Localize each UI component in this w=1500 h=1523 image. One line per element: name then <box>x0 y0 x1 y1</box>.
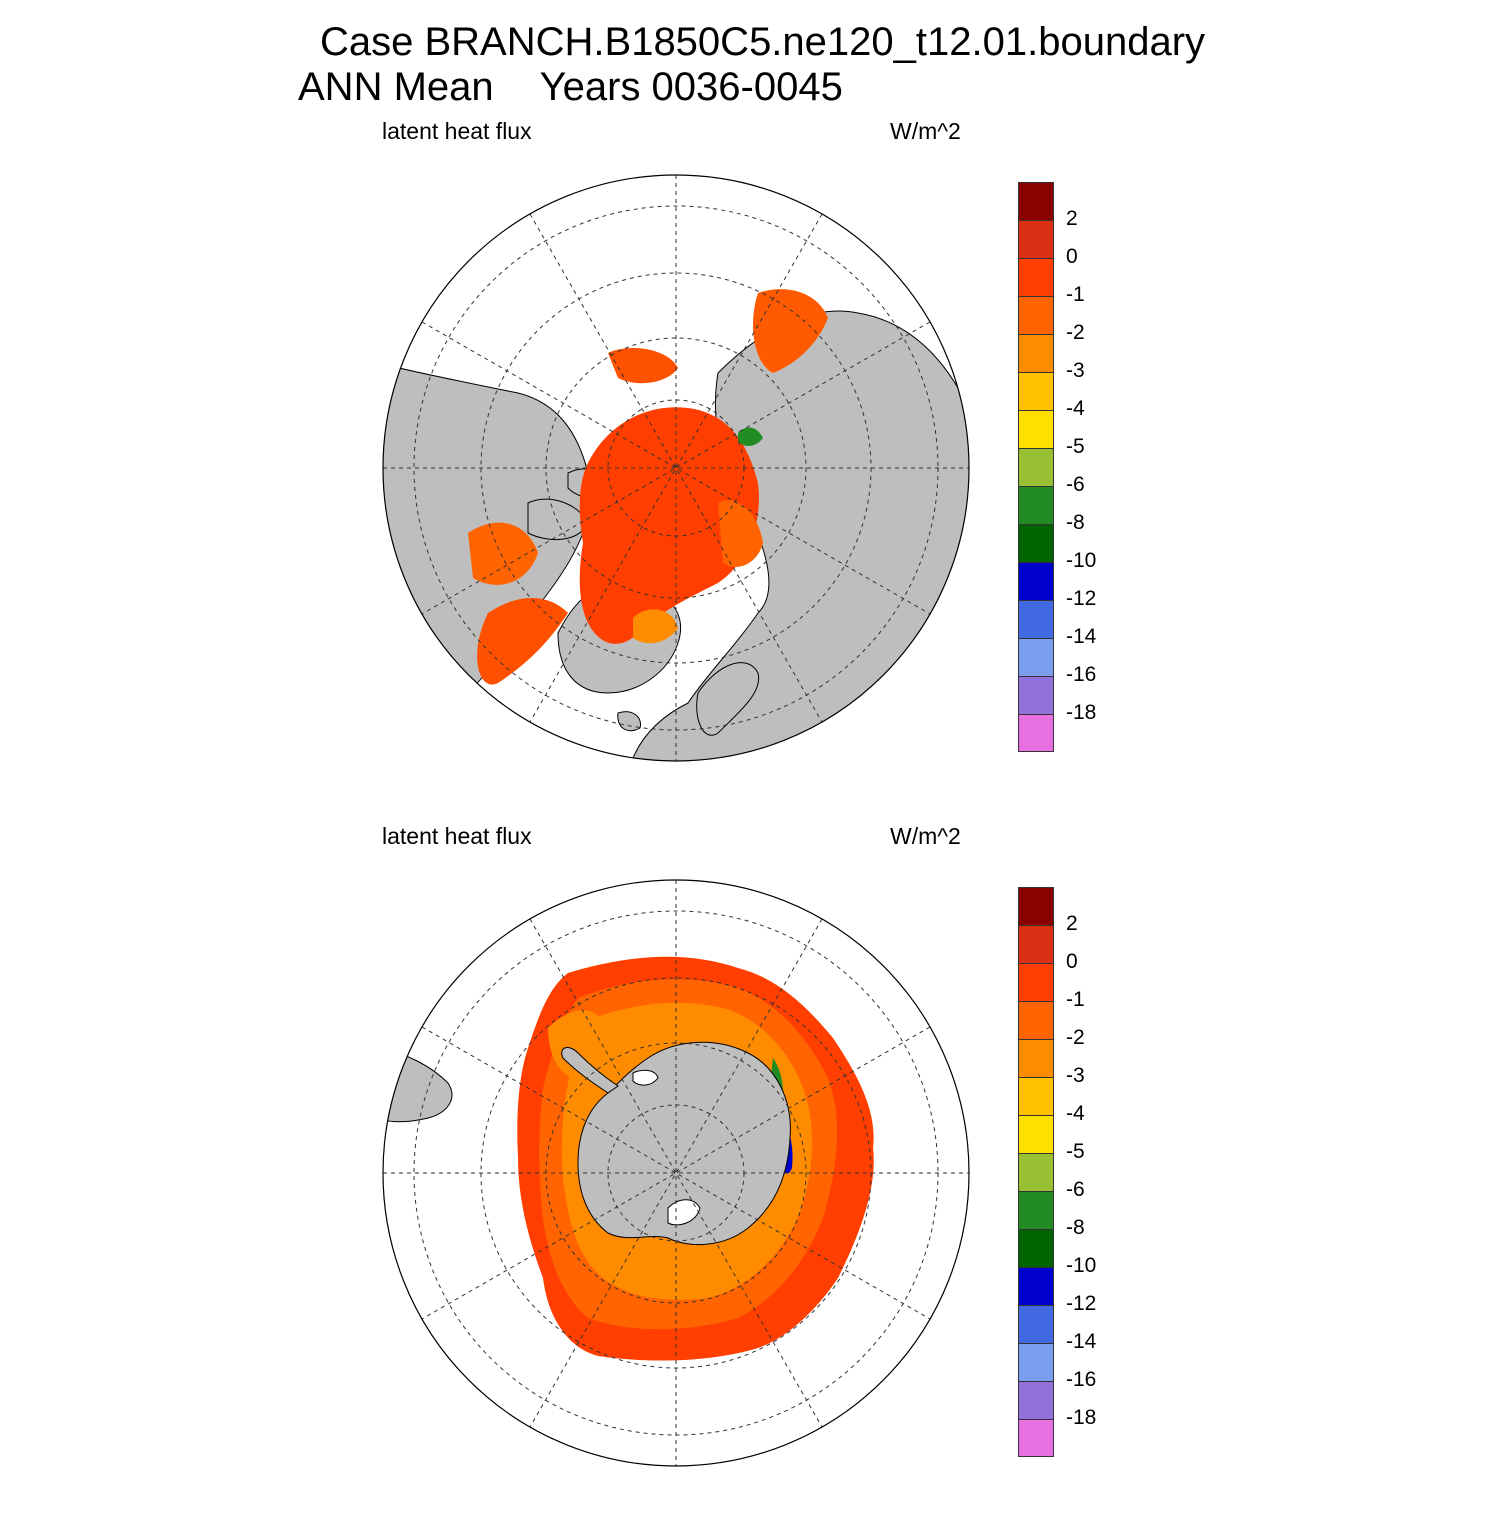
colorbar-tick-label: -1 <box>1066 988 1085 1011</box>
colorbar-tick-label: -4 <box>1066 397 1085 420</box>
greenland-margin-ice <box>633 609 678 644</box>
polar-gridlines <box>383 175 969 761</box>
colorbar-tick-label: -12 <box>1066 587 1097 610</box>
orange-weddell-patch <box>548 1010 604 1078</box>
colorbar-swatch <box>1018 887 1054 925</box>
plot-title-period: ANN Mean Years 0036-0045 <box>298 65 843 110</box>
arctic-ice-main <box>579 407 759 644</box>
colorbar-tick-label: -1 <box>1066 283 1085 306</box>
colorbar-tick-label: -10 <box>1066 549 1097 572</box>
colorbar-swatch <box>1018 372 1054 410</box>
colorbar-swatch <box>1018 600 1054 638</box>
colorbar-swatch <box>1018 1267 1054 1305</box>
colorbar-tick-label: -12 <box>1066 1292 1097 1315</box>
colorbar-swatch <box>1018 334 1054 372</box>
south-polar-panel: latent heat flux W/m^2 <box>0 823 1500 1523</box>
colorbar-swatch <box>1018 1039 1054 1077</box>
colorbar-swatch <box>1018 448 1054 486</box>
colorbar-tick-label: -2 <box>1066 1026 1085 1049</box>
units-label: W/m^2 <box>890 118 961 144</box>
colorbar-swatch <box>1018 1419 1054 1457</box>
north-polar-panel: latent heat flux W/m^2 <box>0 118 1500 818</box>
colorbar-tick-label: -14 <box>1066 1330 1097 1353</box>
colorbar-swatch <box>1018 562 1054 600</box>
colorbar-tick-label: -16 <box>1066 1368 1097 1391</box>
colorbar-swatch <box>1018 1229 1054 1267</box>
colorbar-tick-label: -6 <box>1066 473 1085 496</box>
colorbar <box>1018 887 1054 1457</box>
colorbar-tick-label: -3 <box>1066 359 1085 382</box>
antarctic-peninsula <box>561 1047 619 1094</box>
colorbar <box>1018 182 1054 752</box>
colorbar-tick-label: -2 <box>1066 321 1085 344</box>
colorbar-tick-label: -4 <box>1066 1102 1085 1125</box>
colorbar-swatch <box>1018 638 1054 676</box>
colorbar-tick-label: -5 <box>1066 1140 1085 1163</box>
units-label: W/m^2 <box>890 823 961 849</box>
polar-gridlines <box>383 880 969 1466</box>
colorbar-swatch <box>1018 220 1054 258</box>
variable-label: latent heat flux <box>382 118 532 144</box>
colorbar-swatch <box>1018 410 1054 448</box>
barents-ice <box>718 500 763 567</box>
colorbar-tick-label: -8 <box>1066 511 1085 534</box>
antarctica <box>577 1041 791 1246</box>
colorbar-swatch <box>1018 258 1054 296</box>
colorbar-tick-label: 0 <box>1066 950 1078 973</box>
colorbar-tick-label: -14 <box>1066 625 1097 648</box>
coastal-low-flux <box>738 427 763 446</box>
colorbar-swatch <box>1018 714 1054 752</box>
north-polar-map <box>382 174 970 762</box>
colorbar-swatch <box>1018 925 1054 963</box>
colorbar-swatch <box>1018 1381 1054 1419</box>
colorbar-swatch <box>1018 963 1054 1001</box>
labrador-ice <box>477 598 568 685</box>
colorbar-swatch <box>1018 676 1054 714</box>
colorbar-swatch <box>1018 1115 1054 1153</box>
weddell-ice-shelf <box>632 1069 659 1086</box>
years-label: Years 0036-0045 <box>539 65 843 109</box>
colorbar-swatch <box>1018 182 1054 220</box>
colorbar-swatch <box>1018 1153 1054 1191</box>
colorbar-tick-label: -8 <box>1066 1216 1085 1239</box>
colorbar-tick-label: -3 <box>1066 1064 1085 1087</box>
colorbar-tick-label: -16 <box>1066 663 1097 686</box>
colorbar-swatch <box>1018 296 1054 334</box>
colorbar-tick-label: -6 <box>1066 1178 1085 1201</box>
colorbar-tick-label: -18 <box>1066 701 1097 724</box>
variable-label: latent heat flux <box>382 823 532 849</box>
colorbar-swatch <box>1018 1343 1054 1381</box>
season-label: ANN Mean <box>298 65 494 109</box>
colorbar-swatch <box>1018 1305 1054 1343</box>
okhotsk-ice <box>753 289 828 373</box>
colorbar-tick-label: -18 <box>1066 1406 1097 1429</box>
colorbar-swatch <box>1018 486 1054 524</box>
map-boundary <box>382 879 970 1467</box>
map-boundary <box>382 174 970 762</box>
colorbar-swatch <box>1018 1001 1054 1039</box>
south-polar-map <box>382 879 970 1467</box>
colorbar-swatch <box>1018 1077 1054 1115</box>
hudson-bay-ice <box>468 522 538 585</box>
colorbar-tick-label: 0 <box>1066 245 1078 268</box>
colorbar-swatch <box>1018 1191 1054 1229</box>
colorbar-tick-label: 2 <box>1066 912 1078 935</box>
east-siberian-ice <box>608 348 678 384</box>
plot-title-case: Case BRANCH.B1850C5.ne120_t12.01.boundar… <box>320 20 1206 64</box>
colorbar-tick-label: -5 <box>1066 435 1085 458</box>
colorbar-swatch <box>1018 524 1054 562</box>
colorbar-tick-label: 2 <box>1066 207 1078 230</box>
gulf-st-lawrence-ice <box>449 684 488 758</box>
colorbar-tick-label: -10 <box>1066 1254 1097 1277</box>
